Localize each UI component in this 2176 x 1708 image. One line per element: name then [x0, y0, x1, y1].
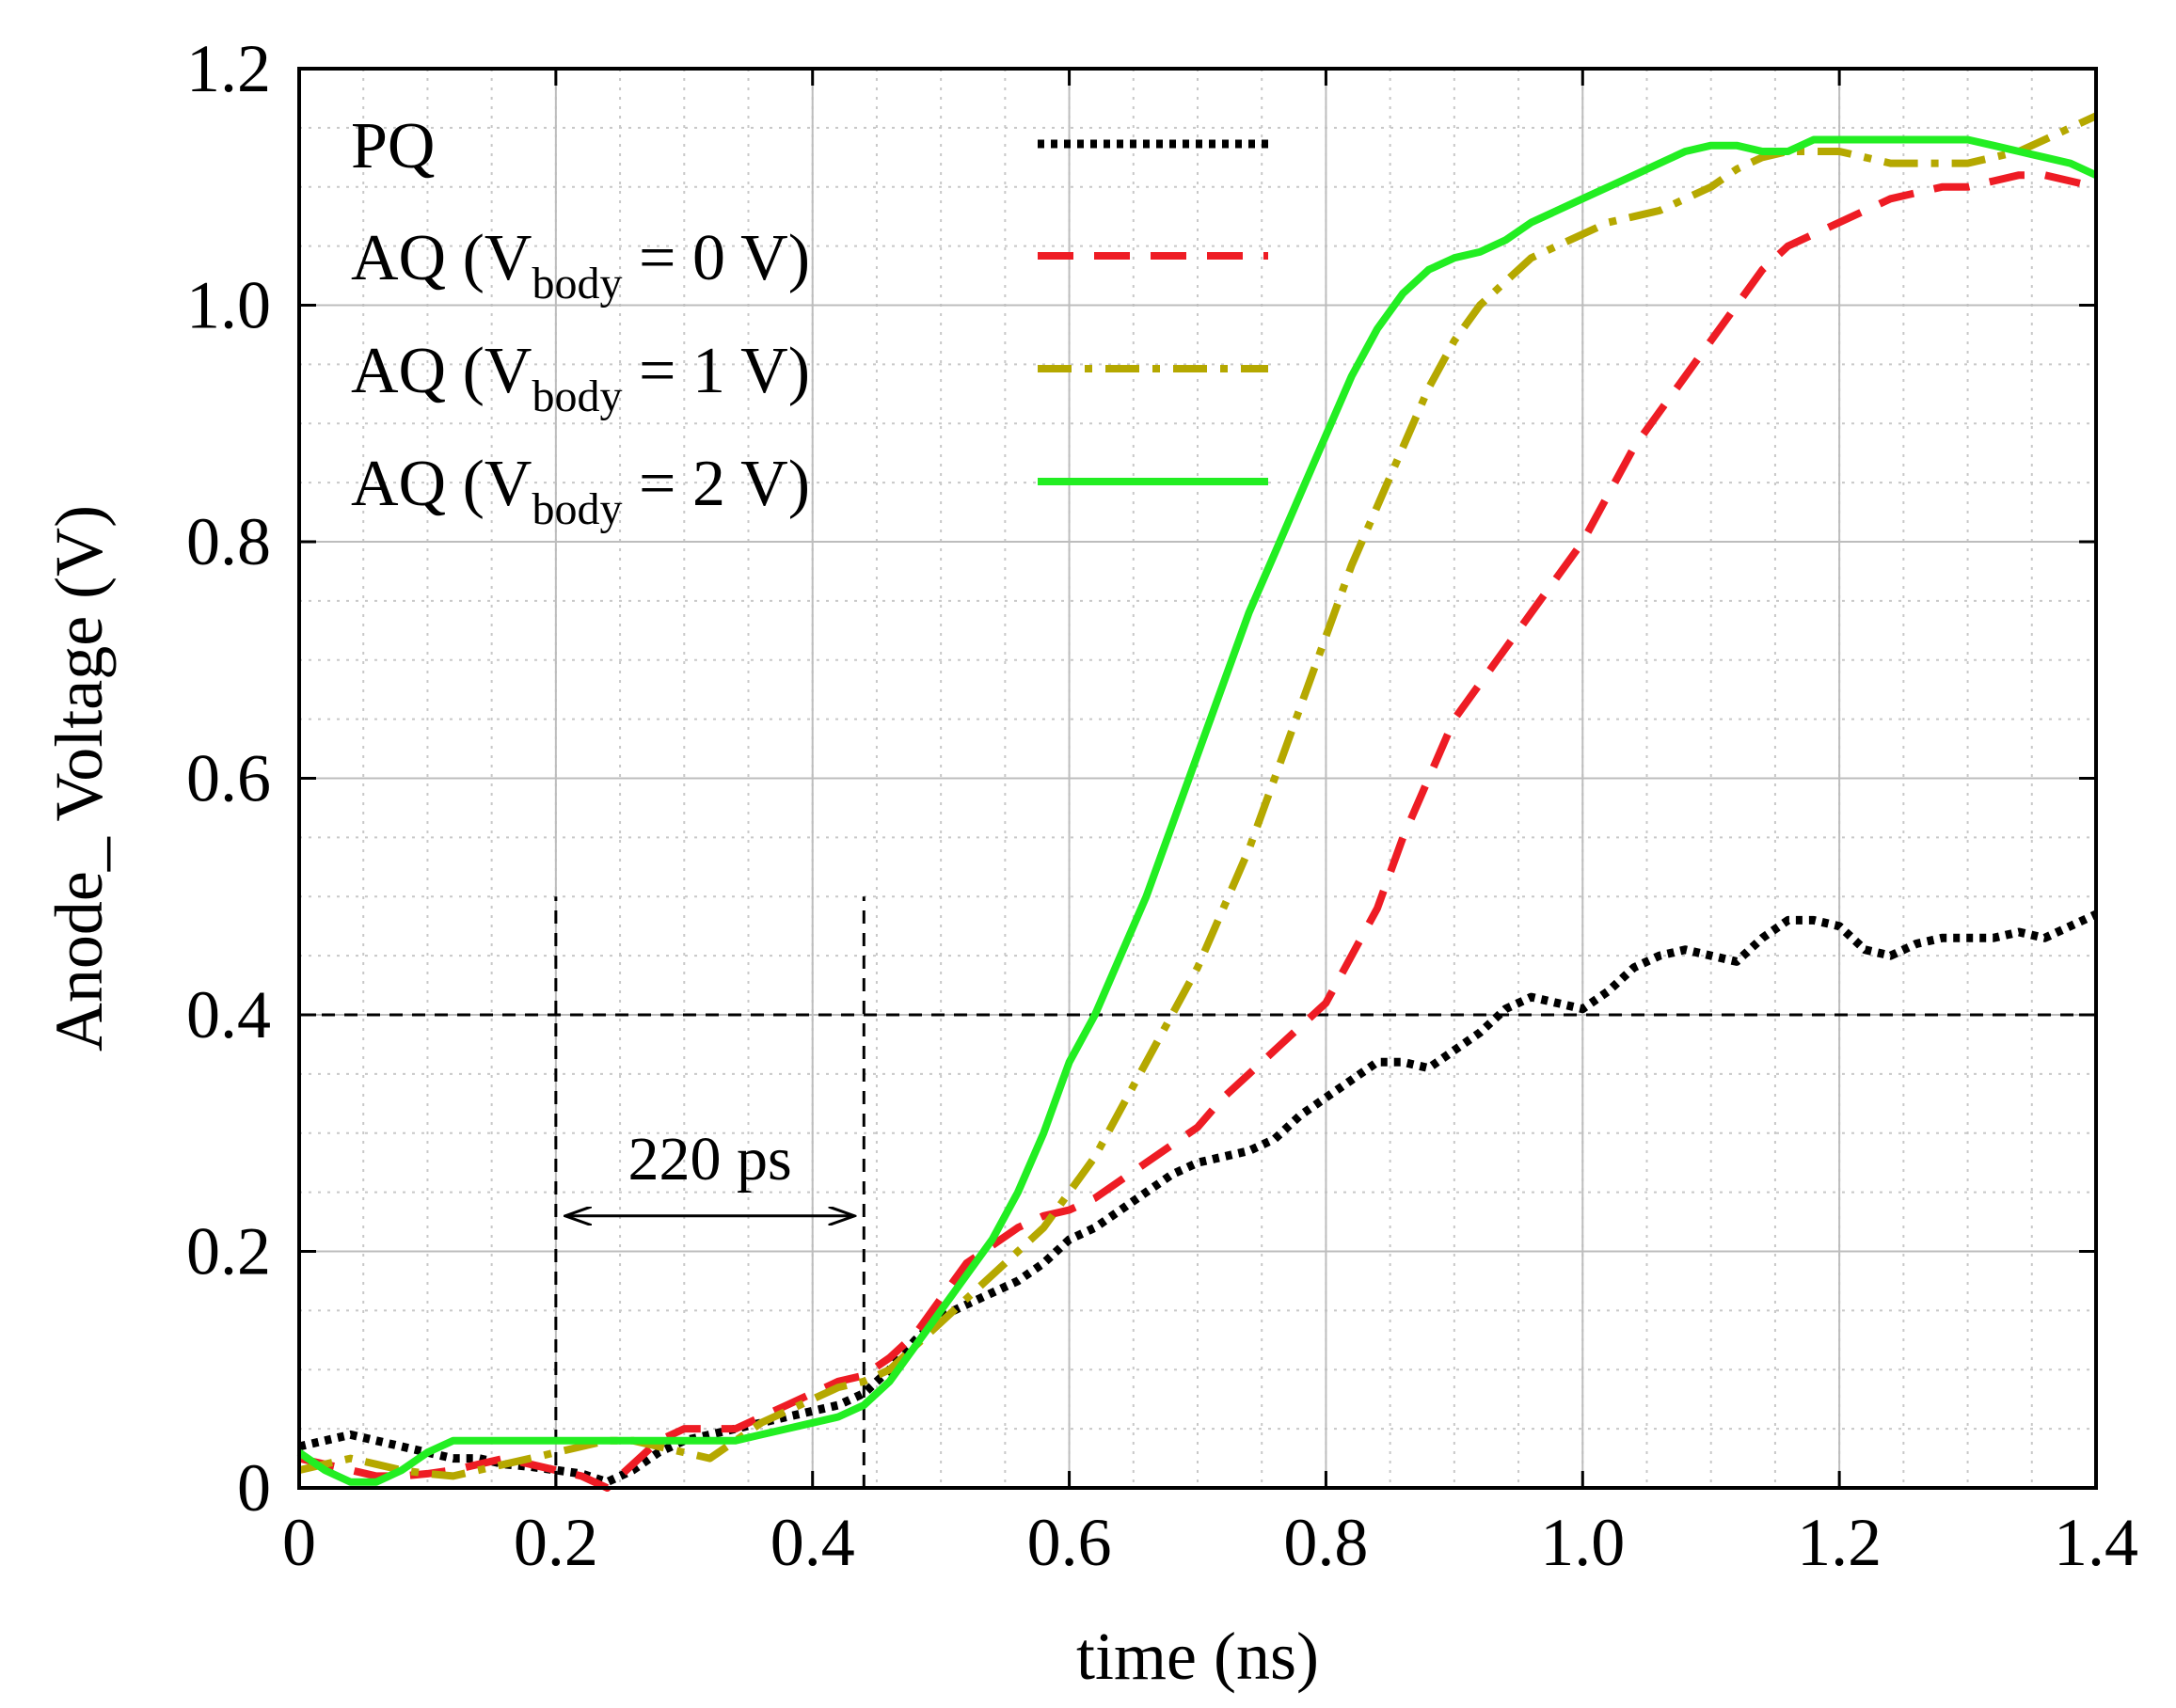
- y-axis-label: Anode_ Voltage (V): [41, 505, 117, 1052]
- x-axis-ticks: 0 0.2 0.4 0.6 0.8 1.0 1.2 1.4: [282, 69, 2138, 1580]
- y-tick-label: 0.4: [186, 977, 271, 1052]
- legend-label-tail: = 2 V): [622, 448, 810, 520]
- legend-label-subscript: body: [532, 484, 622, 534]
- x-tick-label: 0.4: [770, 1505, 855, 1580]
- legend-label-tail: = 0 V): [622, 222, 810, 294]
- x-tick-label: 0: [282, 1505, 316, 1580]
- x-tick-label: 1.0: [1540, 1505, 1625, 1580]
- y-tick-label: 0.8: [186, 504, 271, 579]
- x-tick-label: 0.6: [1027, 1505, 1112, 1580]
- legend-label-1: AQ (Vbody = 0 V): [351, 222, 810, 308]
- legend-label-subscript: body: [532, 372, 622, 421]
- y-axis-ticks: 0 0.2 0.4 0.6 0.8 1.0 1.2: [186, 31, 2096, 1526]
- x-tick-label: 0.2: [514, 1505, 598, 1580]
- series-line-2: [298, 112, 2098, 1480]
- y-tick-label: 1.2: [186, 31, 271, 106]
- y-tick-label: 0: [237, 1450, 271, 1526]
- x-tick-label: 1.4: [2054, 1505, 2138, 1580]
- y-tick-label: 0.6: [186, 741, 271, 816]
- series-line-3: [296, 135, 2098, 1486]
- x-tick-label: 0.8: [1283, 1505, 1368, 1580]
- legend-label-main: PQ: [351, 110, 435, 182]
- series-line-1: [298, 171, 2097, 1492]
- legend-label-main: AQ (V: [351, 335, 532, 407]
- x-tick-label: 1.2: [1797, 1505, 1882, 1580]
- annotation-220ps: 220 ps: [565, 1125, 854, 1216]
- reference-lines: [299, 896, 2096, 1488]
- legend-label-3: AQ (Vbody = 2 V): [351, 448, 810, 534]
- legend-label-main: AQ (V: [351, 222, 532, 294]
- x-axis-label: time (ns): [1076, 1619, 1319, 1694]
- legend-label-tail: = 1 V): [622, 335, 810, 407]
- legend-label-subscript: body: [532, 259, 622, 308]
- legend-label-main: AQ (V: [351, 448, 532, 520]
- annotation-text: 220 ps: [627, 1125, 791, 1194]
- series-line-0: [297, 910, 2098, 1487]
- series-layer: [296, 112, 2098, 1492]
- legend-label-0: PQ: [351, 110, 435, 182]
- y-tick-label: 0.2: [186, 1214, 271, 1289]
- y-tick-label: 1.0: [186, 268, 271, 343]
- legend-label-2: AQ (Vbody = 1 V): [351, 335, 810, 421]
